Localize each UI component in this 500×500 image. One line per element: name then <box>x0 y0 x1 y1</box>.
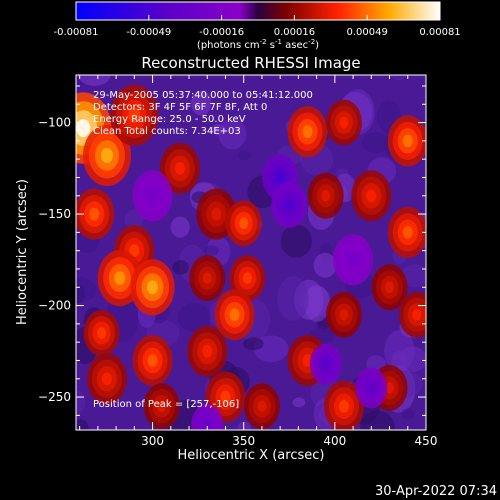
colorbar: -0.00081 -0.00049 -0.00016 0.00016 0.00049 0.… <box>54 1 461 51</box>
heatmap-texture-cell <box>313 252 337 278</box>
heatmap-blob <box>114 271 126 286</box>
heatmap-blob <box>76 119 91 137</box>
colorbar-gradient <box>75 1 441 21</box>
heatmap-blob <box>128 107 141 123</box>
annotation-counts: Clean Total counts: 7.34E+03 <box>93 126 241 137</box>
heatmap-image <box>76 75 426 430</box>
heatmap-blob <box>338 399 349 413</box>
heatmap-texture-cell <box>203 245 219 256</box>
heatmap-blob <box>302 125 313 139</box>
peak-position-label: Position of Peak = [257,-106] <box>93 399 239 410</box>
y-tick-label: −250 <box>38 390 71 404</box>
heatmap-blob <box>239 217 249 229</box>
heatmap-texture-cell <box>400 264 426 288</box>
annotation-block: 29-May-2005 05:37:40.000 to 05:41:12.000… <box>93 90 313 137</box>
heatmap-blob <box>366 189 377 203</box>
heatmap-blob <box>242 272 252 284</box>
annotation-detectors: Detectors: 3F 4F 5F 6F 7F 8F, Att 0 <box>93 102 267 113</box>
y-axis: −100 −150 −200 −250 <box>38 85 426 416</box>
heatmap-blob <box>97 327 107 339</box>
timestamp: 30-Apr-2022 07:34 <box>375 484 497 499</box>
heatmap-blob <box>275 171 285 184</box>
y-tick-label: −200 <box>38 299 71 313</box>
heatmap-blob <box>174 161 185 175</box>
heatmap-texture-cell <box>243 337 264 351</box>
heatmap-texture-cell <box>124 209 144 229</box>
heatmap-texture-cell <box>401 408 415 420</box>
x-axis: 300 350 400 450 <box>79 75 438 448</box>
heatmap-blob <box>385 382 395 394</box>
x-tick-label: 300 <box>141 434 164 448</box>
heatmap-texture-cell <box>170 216 190 238</box>
colorbar-tick-label: -0.00049 <box>126 27 171 38</box>
heatmap-blob <box>202 344 213 358</box>
heatmap-blob <box>229 308 240 322</box>
x-tick-label: 400 <box>323 434 346 448</box>
y-tick-label: −100 <box>38 116 71 130</box>
heatmap-blob <box>402 134 413 148</box>
heatmap-blob <box>339 308 349 321</box>
heatmap-blob <box>321 190 331 202</box>
heatmap-blob <box>321 359 330 370</box>
y-tick-label: −150 <box>38 207 71 221</box>
heatmap-blob <box>101 372 113 386</box>
heatmap-blob <box>203 419 212 430</box>
heatmap-texture-cell <box>78 75 111 86</box>
heatmap-blob <box>339 116 349 129</box>
colorbar-tick-label: 0.00016 <box>274 27 315 38</box>
heatmap-blob <box>402 225 413 239</box>
heatmap-texture-cell <box>76 389 86 414</box>
colorbar-ticks <box>75 15 441 20</box>
x-tick-label: 450 <box>415 434 438 448</box>
heatmap-blobs <box>76 84 426 430</box>
heatmap-blob <box>147 189 158 203</box>
chart-title: Reconstructed RHESSI Image <box>141 54 360 72</box>
heatmap-texture-cell <box>76 419 89 430</box>
heatmap-blob <box>129 244 140 258</box>
heatmap-texture-cell <box>172 260 190 275</box>
heatmap-texture-cell <box>177 302 211 332</box>
colorbar-tick-label: 0.00081 <box>419 27 460 38</box>
heatmap-blob <box>220 390 231 404</box>
annotation-time-range: 29-May-2005 05:37:40.000 to 05:41:12.000 <box>93 90 313 101</box>
heatmap-blob <box>367 382 376 394</box>
colorbar-tick-label: -0.00081 <box>54 27 99 38</box>
heatmap-texture-cell <box>292 397 306 408</box>
heatmap-blob <box>348 253 359 267</box>
heatmap-blob <box>211 207 222 221</box>
heatmap-blob <box>157 400 167 412</box>
heatmap-blob <box>284 199 294 211</box>
heatmap-blob <box>202 272 212 284</box>
x-axis-label: Heliocentric X (arcsec) <box>178 448 325 463</box>
y-axis-label: Heliocentric Y (arcsec) <box>15 179 30 325</box>
heatmap-texture-cell <box>390 75 406 81</box>
heatmap-texture-cell <box>277 276 309 321</box>
heatmap-blob <box>100 147 114 164</box>
colorbar-tick-label: -0.00016 <box>199 27 244 38</box>
heatmap-texture-cell <box>237 150 251 161</box>
heatmap-texture-cell <box>237 421 252 430</box>
heatmap-blob <box>385 281 395 294</box>
annotation-energy: Energy Range: 25.0 - 50.0 keV <box>93 114 246 125</box>
heatmap-blob <box>89 207 100 221</box>
colorbar-unit: (photons cm-2 s-1 asec-2) <box>197 38 319 51</box>
heatmap-blob <box>257 400 267 412</box>
colorbar-tick-label: 0.00049 <box>347 27 388 38</box>
heatmap-blob <box>412 308 422 321</box>
heatmap-texture-cell <box>398 346 426 373</box>
plot-frame <box>75 74 427 431</box>
colorbar-tick-labels: -0.00081 -0.00049 -0.00016 0.00016 0.00049 0.… <box>54 27 461 38</box>
heatmap-texture-cell <box>191 90 212 116</box>
heatmap-blob <box>147 354 158 367</box>
heatmap-texture-cell <box>280 224 312 258</box>
heatmap-blob <box>147 280 159 295</box>
heatmap-texture-cell <box>218 118 247 150</box>
x-tick-label: 350 <box>232 434 255 448</box>
heatmap-texture-cell <box>76 277 97 303</box>
heatmap-texture-cell <box>361 132 391 153</box>
